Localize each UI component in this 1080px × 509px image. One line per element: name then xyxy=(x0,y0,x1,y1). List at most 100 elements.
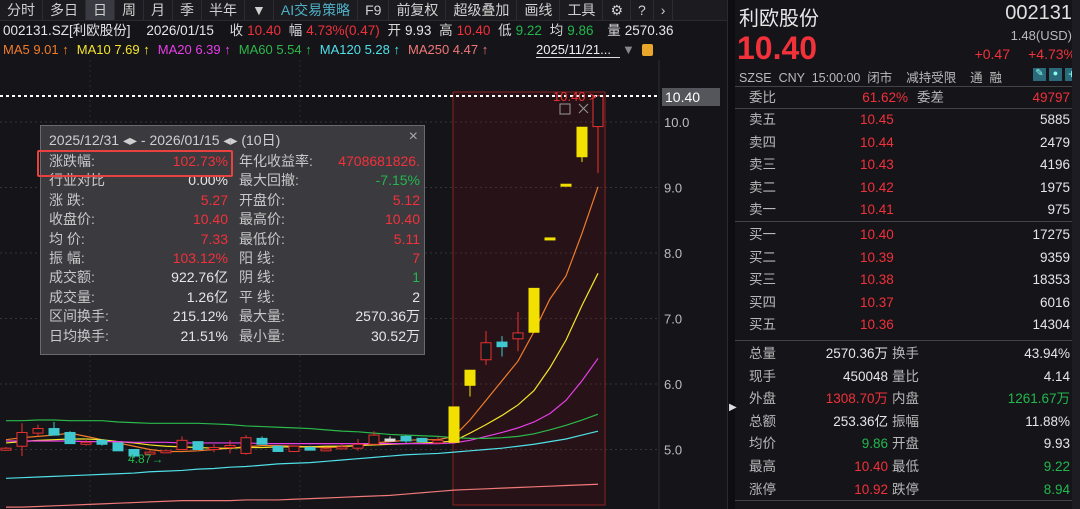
candle-body[interactable] xyxy=(96,439,108,445)
maximize-icon[interactable] xyxy=(559,103,571,115)
candle-body[interactable] xyxy=(400,435,412,442)
candle-body[interactable] xyxy=(368,434,380,445)
bell-icon[interactable]: ● xyxy=(1049,68,1062,81)
stat-value: 10.40 xyxy=(192,211,228,228)
stat-label: 最低 xyxy=(892,459,919,474)
candle-body[interactable] xyxy=(304,447,316,451)
toolbar-tab[interactable]: ⚙ xyxy=(603,0,631,20)
percent-change: +4.73% xyxy=(1028,46,1076,62)
chevron-down-icon[interactable]: ▼ xyxy=(622,42,635,57)
candle-body[interactable] xyxy=(432,439,444,444)
toolbar-tab[interactable]: 多日 xyxy=(43,0,86,20)
date-range-select[interactable]: 2025/11/21... xyxy=(536,42,620,58)
pane-divider[interactable]: ▶ xyxy=(727,0,737,509)
candle-body[interactable] xyxy=(112,442,124,452)
stat-value: 10.40 xyxy=(384,211,420,228)
candle-body[interactable] xyxy=(48,428,60,436)
stat-value: 102.73% xyxy=(172,153,228,169)
toolbar-tab[interactable]: › xyxy=(654,0,674,20)
tooltip-row: 日均换手: 21.51% 最小量: 30.52万 xyxy=(41,327,426,346)
toolbar-tab[interactable]: 画线 xyxy=(517,0,561,20)
stat-label: 量比 xyxy=(892,368,919,384)
toolbar-tab[interactable]: AI交易策略 xyxy=(274,0,359,20)
candle-body[interactable] xyxy=(384,438,396,442)
edit-icon[interactable]: ✎ xyxy=(1033,68,1046,81)
candle-body[interactable] xyxy=(208,447,220,451)
candle-body[interactable] xyxy=(512,332,524,340)
tooltip-row: 均 价: 7.33 最低价: 5.11 xyxy=(41,230,426,249)
ma-legend-ma60: MA60 5.54 ↑ xyxy=(238,42,312,57)
ask-row: 卖一 10.41 975 xyxy=(735,199,1070,221)
candle-body[interactable] xyxy=(224,445,236,449)
bid-row: 买二 10.39 9359 xyxy=(735,247,1070,269)
candle-body[interactable] xyxy=(32,428,44,434)
candle-body[interactable] xyxy=(256,437,268,445)
lock-icon[interactable] xyxy=(642,44,653,56)
candle-body[interactable] xyxy=(128,449,140,457)
candle-body[interactable] xyxy=(528,287,540,333)
ma-line-ma250 xyxy=(6,483,599,508)
toolbar-tab[interactable]: ▼ xyxy=(245,0,274,20)
toolbar-tab[interactable]: 季 xyxy=(173,0,202,20)
toolbar-tab[interactable]: 超级叠加 xyxy=(446,0,518,20)
candlestick-chart[interactable]: 10.0 9.0 8.0 7.0 6.0 5.0 10.40 > 4.87→ 10.40 xyxy=(0,60,727,509)
candle-body[interactable] xyxy=(64,431,76,445)
toolbar-tab[interactable]: 半年 xyxy=(202,0,245,20)
y-tick-label: 7.0 xyxy=(664,312,682,327)
candle-body[interactable] xyxy=(144,451,156,455)
level-label: 卖二 xyxy=(749,179,776,195)
candle-body[interactable] xyxy=(480,342,492,361)
candle-body[interactable] xyxy=(544,237,556,241)
ma-line-ma120 xyxy=(5,430,599,479)
level-price: 10.42 xyxy=(860,179,894,195)
stat-value: 4.14 xyxy=(1043,368,1070,384)
close-icon[interactable]: × xyxy=(408,128,418,145)
candle-body[interactable] xyxy=(336,446,348,450)
candle-body[interactable] xyxy=(160,450,172,454)
scrollbar[interactable] xyxy=(1072,0,1080,509)
toolbar-tab[interactable]: F9 xyxy=(358,0,390,20)
stat-value: 2570.36万 xyxy=(355,308,420,325)
toolbar-tab[interactable]: 工具 xyxy=(560,0,604,20)
close-icon[interactable] xyxy=(578,103,589,114)
candle-body[interactable] xyxy=(192,441,204,451)
stat-label: 跌停 xyxy=(892,481,919,497)
candle-body[interactable] xyxy=(464,369,476,386)
stat-value: 5.11 xyxy=(393,230,420,247)
candle-body[interactable] xyxy=(352,443,364,449)
toolbar-tab[interactable]: 前复权 xyxy=(389,0,447,20)
level-label: 卖五 xyxy=(749,112,776,127)
candle-body[interactable] xyxy=(288,445,300,452)
toolbar-tab[interactable]: ? xyxy=(631,0,654,20)
stat-value: 103.12% xyxy=(172,250,228,266)
stat-value: -7.15% xyxy=(375,172,420,189)
stat-label: 内盘 xyxy=(892,391,919,407)
candle-body[interactable] xyxy=(240,437,252,454)
candle-body[interactable] xyxy=(576,126,588,158)
stat-label: 振 幅: xyxy=(49,250,85,266)
candle-body[interactable] xyxy=(320,448,332,452)
candle-body[interactable] xyxy=(176,439,188,450)
level-volume: 18353 xyxy=(1032,272,1070,288)
collapse-arrow-icon[interactable]: ▶ xyxy=(729,402,737,413)
toolbar-tab[interactable]: 分时 xyxy=(0,0,43,20)
candle-body[interactable] xyxy=(448,406,460,443)
candle-body[interactable] xyxy=(416,437,428,443)
quote-date: 2026/01/15 xyxy=(146,23,214,38)
toolbar-tab[interactable]: 月 xyxy=(144,0,173,20)
level-label: 卖一 xyxy=(749,202,776,218)
avg-value: 9.86 xyxy=(567,23,594,38)
toolbar-tab[interactable]: 日 xyxy=(86,0,115,20)
candle-body[interactable] xyxy=(496,341,508,348)
ma-legend-ma20: MA20 6.39 ↑ xyxy=(157,42,231,57)
candle-body[interactable] xyxy=(560,183,572,187)
toolbar-tab[interactable]: 周 xyxy=(115,0,144,20)
candle-body[interactable] xyxy=(272,445,284,452)
stat-label: 阴 线: xyxy=(239,269,275,286)
candle-body[interactable] xyxy=(0,447,12,451)
candle-body[interactable] xyxy=(592,95,604,128)
candle-body[interactable] xyxy=(80,441,92,445)
candle-body[interactable] xyxy=(16,431,28,447)
stat-value: 21.51% xyxy=(180,327,228,344)
y-tick-label: 8.0 xyxy=(664,246,682,261)
